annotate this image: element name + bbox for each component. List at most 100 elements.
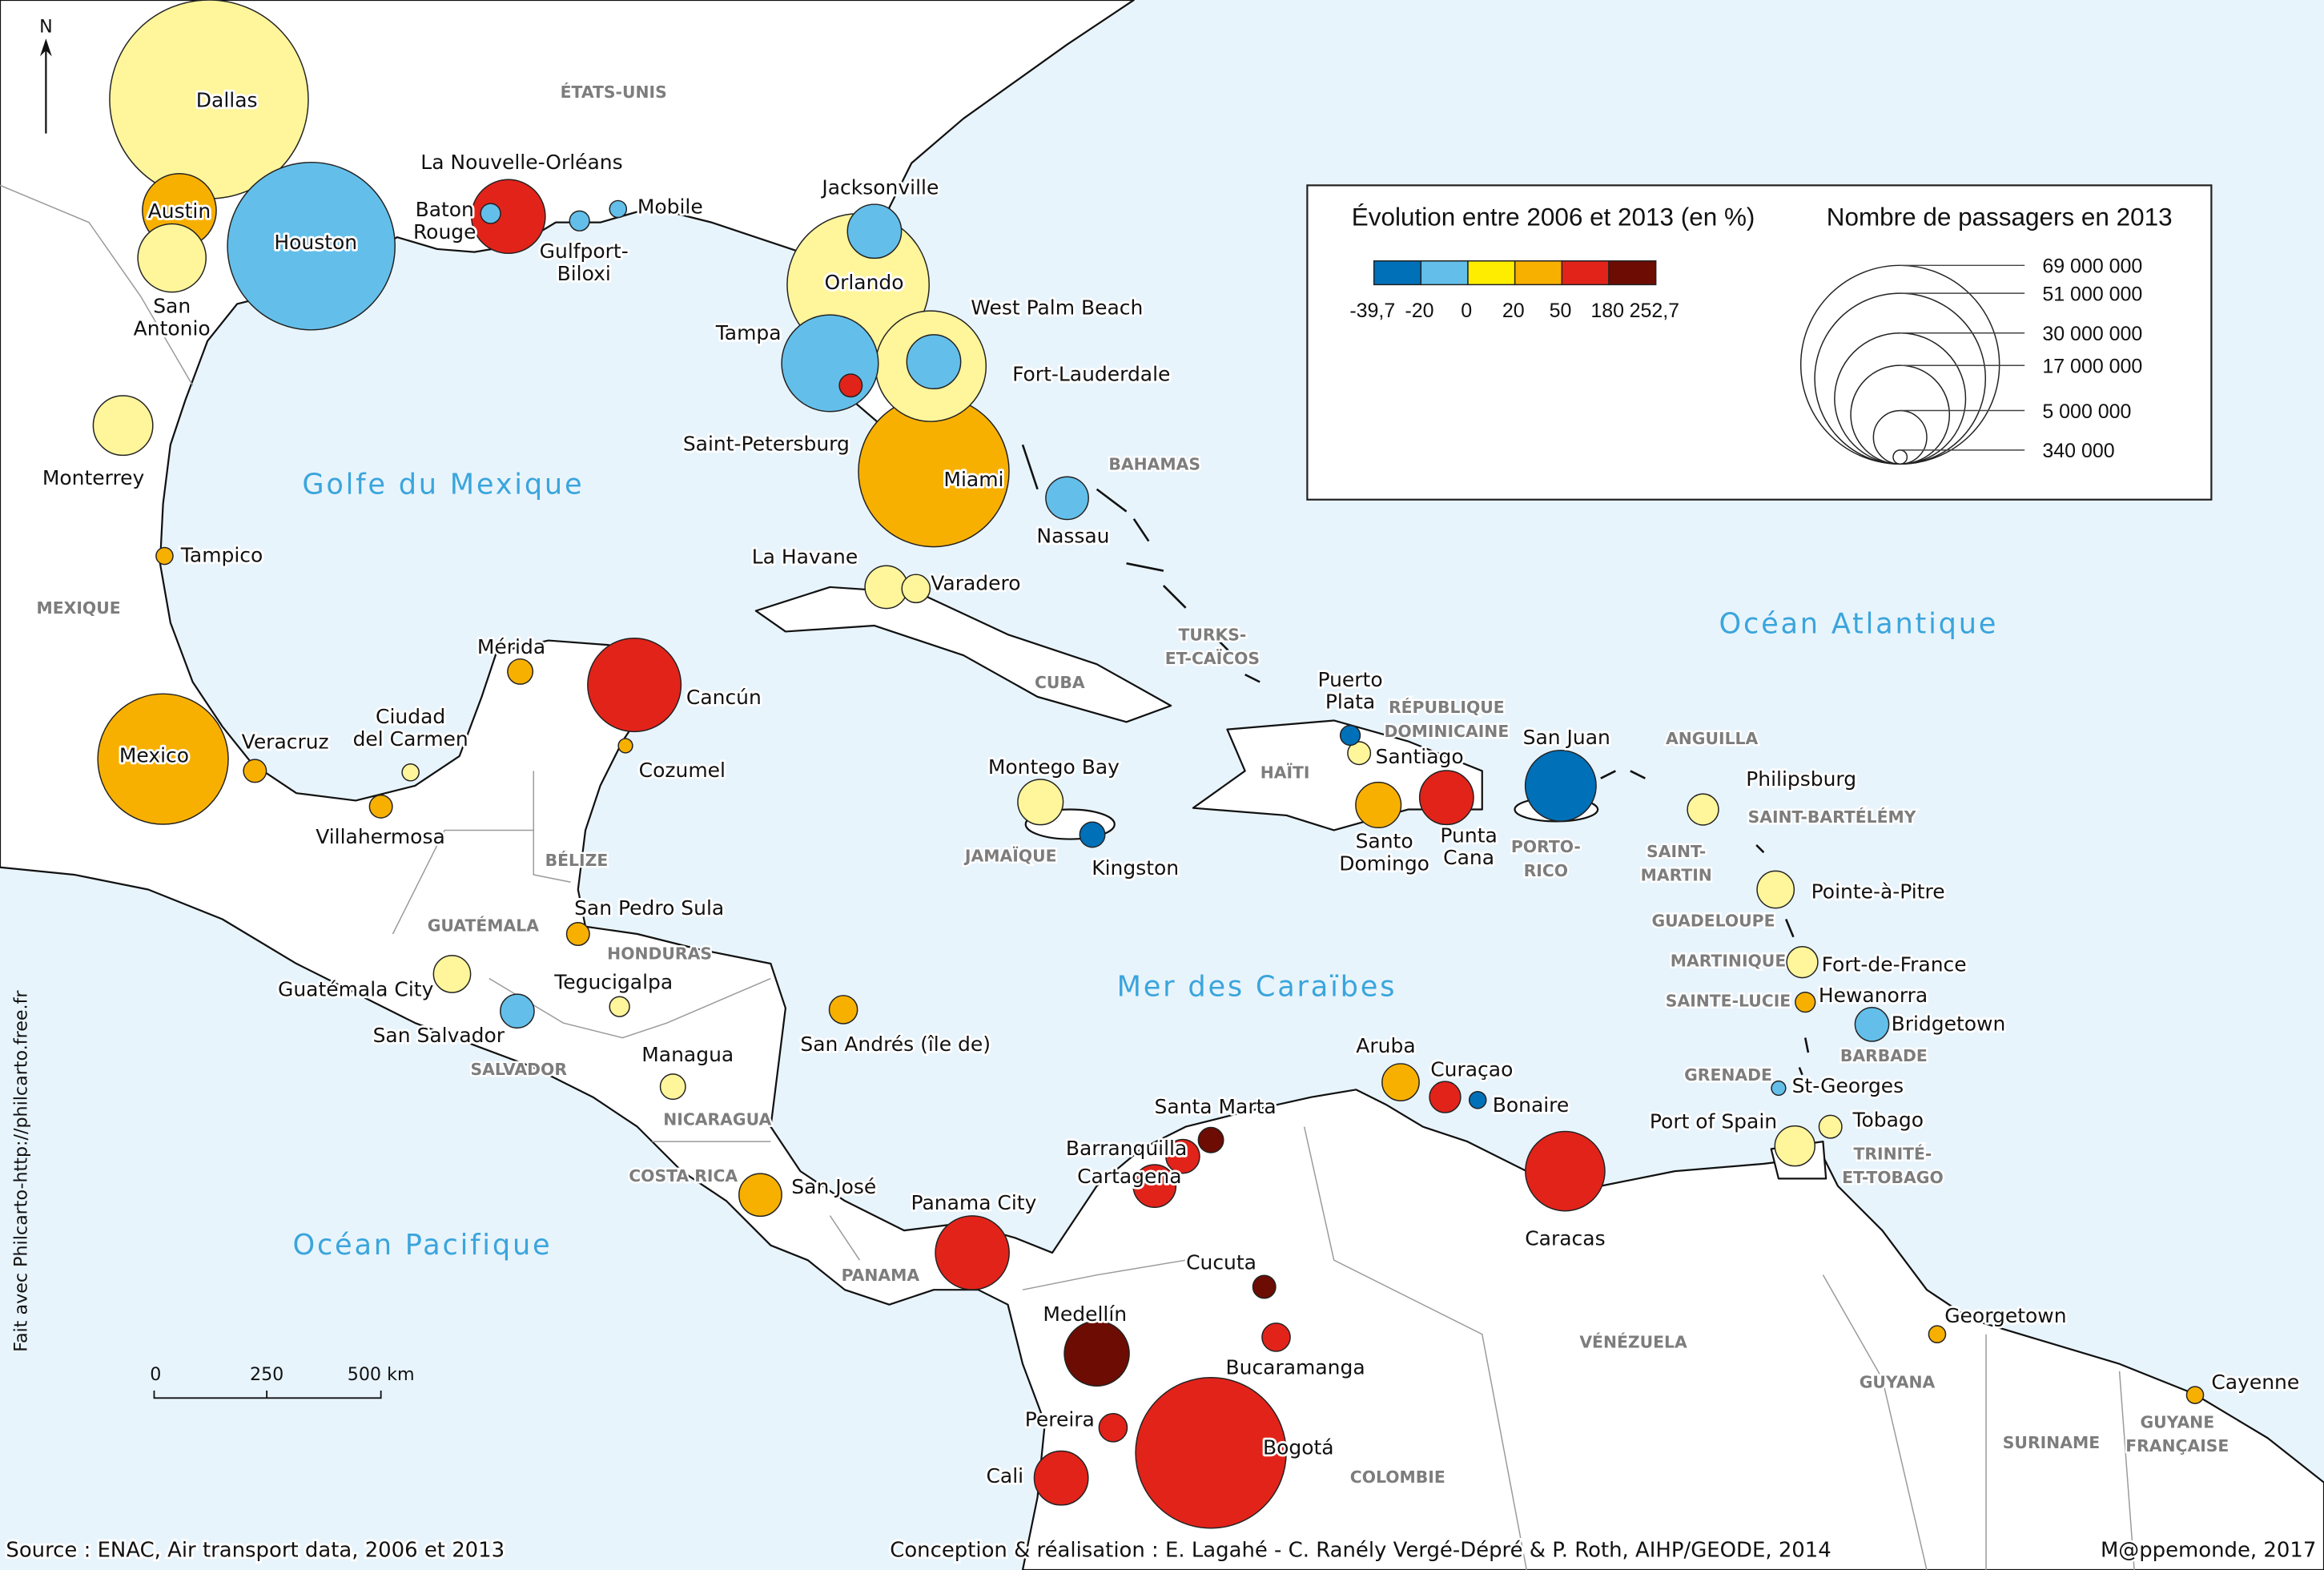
legend-size-title: Nombre de passagers en 2013 bbox=[1827, 203, 2173, 231]
label-line: Medellín bbox=[1043, 1302, 1127, 1326]
city-circle-veracruz bbox=[243, 759, 267, 783]
label-line: ÉTATS-UNIS bbox=[561, 82, 667, 102]
city-label-bridgetown: Bridgetown bbox=[1892, 1012, 2006, 1035]
label-line: Tampa bbox=[715, 321, 782, 344]
city-label-bonaire: Bonaire bbox=[1493, 1093, 1570, 1117]
label-line: SURINAME bbox=[2003, 1433, 2100, 1452]
label-line: NICARAGUA bbox=[663, 1110, 771, 1129]
city-label-managua: Managua bbox=[641, 1043, 734, 1066]
city-label-pointe-a-pitre: Pointe-à-Pitre bbox=[1811, 880, 1945, 904]
label-line: TRINITÉ- bbox=[1853, 1143, 1932, 1163]
label-line: SAINT-BARTÉLÉMY bbox=[1748, 807, 1916, 827]
label-line: Veracruz bbox=[242, 731, 329, 754]
label-line: Monterrey bbox=[42, 466, 145, 489]
city-circle-west-palm-beach bbox=[906, 334, 962, 390]
city-circle-houston bbox=[227, 161, 396, 331]
label-line: Pereira bbox=[1025, 1407, 1095, 1431]
city-label-west-palm-beach: West Palm Beach bbox=[971, 296, 1143, 319]
label-line: Cucuta bbox=[1186, 1250, 1256, 1274]
city-circle-guatemala-city bbox=[432, 955, 472, 993]
label-line: Ciudad bbox=[376, 705, 445, 728]
city-circle-baton-rouge bbox=[480, 203, 501, 224]
label-line: Mobile bbox=[637, 195, 703, 219]
legend-break-label: 252,7 bbox=[1630, 300, 1679, 322]
label-line: Houston bbox=[274, 231, 357, 254]
country-label-etats-unis: ÉTATS-UNIS bbox=[561, 82, 667, 102]
country-label-cuba: CUBA bbox=[1035, 673, 1085, 692]
legend-class-breaks: -39,7 -20 0 20 50 180 252,7 bbox=[1349, 300, 1679, 322]
country-label-colombie: COLOMBIE bbox=[1350, 1467, 1445, 1487]
label-line: Mexico bbox=[119, 743, 189, 767]
source-text: Source : ENAC, Air transport data, 2006 … bbox=[6, 1538, 505, 1562]
label-line: Port of Spain bbox=[1650, 1109, 1777, 1133]
label-line: St-Georges bbox=[1792, 1074, 1904, 1097]
label-line: Bridgetown bbox=[1892, 1012, 2006, 1035]
label-line: Kingston bbox=[1092, 856, 1179, 880]
city-label-st-georges: St-Georges bbox=[1792, 1074, 1904, 1097]
city-circle-cucuta bbox=[1252, 1274, 1277, 1299]
label-line: DOMINICAINE bbox=[1384, 722, 1509, 741]
city-circle-barranquilla bbox=[1165, 1138, 1200, 1174]
country-label-trinite-et-tobago: TRINITÉ- ET-TOBAGO bbox=[1842, 1143, 1944, 1187]
label-line: GUYANA bbox=[1860, 1372, 1936, 1391]
label-line: JAMAÏQUE bbox=[963, 845, 1057, 865]
legend-size-label: 17 000 000 bbox=[2042, 355, 2142, 377]
label-line: Domingo bbox=[1339, 851, 1429, 875]
scale-label-250: 250 bbox=[250, 1364, 283, 1385]
label-line: RICO bbox=[1524, 861, 1568, 880]
city-circle-santo-domingo bbox=[1355, 781, 1402, 829]
country-label-guatemala: GUATÉMALA bbox=[428, 915, 539, 935]
city-label-san-juan: San Juan bbox=[1523, 726, 1610, 749]
sea-label-ocean-atlantique: Océan Atlantique bbox=[1719, 607, 1999, 640]
label-line: SALVADOR bbox=[471, 1060, 568, 1079]
city-label-villahermosa: Villahermosa bbox=[316, 825, 445, 848]
city-label-nassau: Nassau bbox=[1036, 524, 1109, 547]
label-line: San bbox=[153, 295, 191, 318]
label-line: Plata bbox=[1325, 690, 1375, 714]
label-line: VÉNÉZUELA bbox=[1579, 1331, 1687, 1351]
label-line: Santiago bbox=[1376, 745, 1464, 768]
city-label-ciudad-del-carmen: Ciudad del Carmen bbox=[353, 705, 468, 751]
label-line: SAINTE-LUCIE bbox=[1666, 992, 1791, 1011]
city-label-cayenne: Cayenne bbox=[2211, 1371, 2299, 1394]
country-label-costa-rica: COSTA RICA bbox=[629, 1166, 738, 1186]
north-arrow: N bbox=[39, 17, 53, 134]
city-circle-panama-city bbox=[935, 1215, 1010, 1290]
country-label-saint-bartelemy: SAINT-BARTÉLÉMY bbox=[1748, 807, 1916, 827]
city-label-philipsburg: Philipsburg bbox=[1746, 767, 1856, 791]
label-line: West Palm Beach bbox=[971, 296, 1143, 319]
label-line: PANAMA bbox=[842, 1266, 920, 1285]
city-circle-saint-petersburg bbox=[838, 373, 863, 398]
label-line: Jacksonville bbox=[820, 175, 939, 199]
city-circle-cayenne bbox=[2185, 1386, 2205, 1404]
city-label-montego-bay: Montego Bay bbox=[988, 755, 1120, 779]
city-label-san-pedro-sula: San Pedro Sula bbox=[574, 896, 724, 920]
label-line: San Andrés (île de) bbox=[800, 1033, 991, 1056]
label-line: Fort-Lauderdale bbox=[1012, 363, 1170, 386]
city-circle-kingston bbox=[1079, 821, 1106, 848]
city-label-tampico: Tampico bbox=[180, 543, 263, 566]
country-label-martinique: MARTINIQUE bbox=[1671, 952, 1787, 971]
country-label-haiti: HAÏTI bbox=[1261, 763, 1310, 783]
scale-label-0: 0 bbox=[150, 1364, 161, 1385]
label-line: Cali bbox=[987, 1464, 1024, 1487]
country-label-jamaique: JAMAÏQUE bbox=[963, 845, 1057, 865]
city-circle-cartagena bbox=[1132, 1164, 1177, 1209]
city-circle-merida bbox=[507, 658, 534, 685]
city-circle-fort-de-france bbox=[1786, 945, 1819, 979]
legend-color-swatch bbox=[1420, 260, 1469, 286]
label-line: Cana bbox=[1443, 846, 1494, 869]
label-line: Cayenne bbox=[2211, 1371, 2299, 1394]
city-circle-villahermosa bbox=[368, 794, 393, 819]
city-circle-cali bbox=[1033, 1450, 1089, 1506]
city-circle-tobago bbox=[1818, 1114, 1843, 1139]
label-line: Fort-de-France bbox=[1822, 952, 1967, 976]
city-label-kingston: Kingston bbox=[1092, 856, 1179, 880]
legend-size-label: 51 000 000 bbox=[2042, 283, 2142, 305]
label-line: Cartagena bbox=[1077, 1165, 1181, 1188]
label-line: Rouge bbox=[413, 220, 476, 244]
city-circle-san-antonio bbox=[137, 223, 207, 293]
label-line: Guatémala City bbox=[278, 978, 434, 1001]
label-line: Santa Marta bbox=[1155, 1095, 1277, 1118]
city-circle-san-juan bbox=[1524, 749, 1597, 822]
